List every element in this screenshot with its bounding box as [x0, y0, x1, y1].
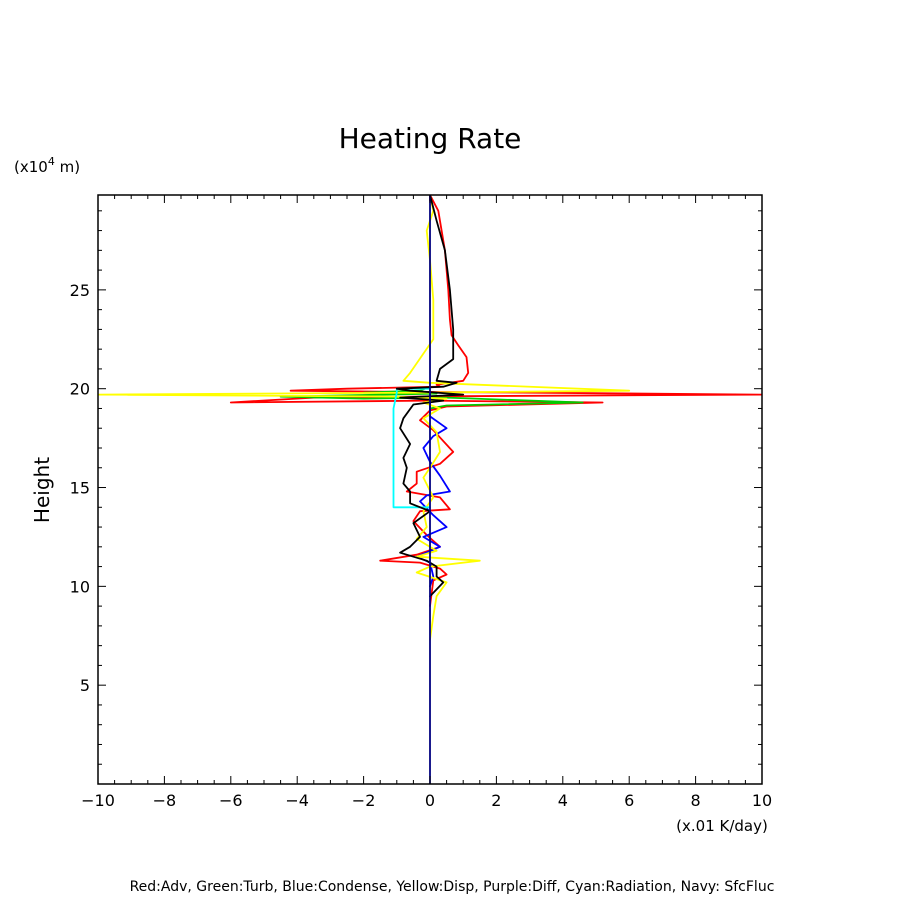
- x-tick-label: −2: [352, 791, 376, 810]
- y-tick-label: 15: [70, 479, 90, 498]
- y-axis-label: Height: [30, 457, 54, 523]
- series-adv-line: [229, 195, 762, 607]
- x-tick-label: −4: [285, 791, 309, 810]
- y-unit-exponent: 4: [48, 155, 55, 168]
- x-tick-label: 8: [691, 791, 701, 810]
- y-unit-prefix: (x10: [14, 158, 48, 176]
- x-tick-label: 4: [558, 791, 568, 810]
- x-tick-label: 2: [491, 791, 501, 810]
- legend-caption: Red:Adv, Green:Turb, Blue:Condense, Yell…: [130, 879, 775, 895]
- y-unit-suffix: m): [55, 158, 80, 176]
- series-black-line: [395, 195, 465, 598]
- plot-area: −10 −8 −6 −4 −2 0 2 4 6 8 10 5 10 15 20 25: [70, 194, 772, 810]
- plot-frame: [97, 194, 763, 785]
- x-unit-label: (x.01 K/day): [676, 817, 768, 835]
- y-tick-label: 20: [70, 380, 90, 399]
- x-tick-label: −8: [153, 791, 177, 810]
- x-tick-label: −10: [81, 791, 115, 810]
- x-tick-label: −6: [219, 791, 243, 810]
- series-turb-line: [279, 385, 584, 410]
- chart-title: Heating Rate: [339, 122, 522, 155]
- y-tick-label: 5: [80, 676, 90, 695]
- series-disp-line: [98, 195, 631, 641]
- y-tick-label: 10: [70, 577, 90, 596]
- x-tick-label: 10: [752, 791, 772, 810]
- x-tick-label: 6: [624, 791, 634, 810]
- y-tick-label: 25: [70, 281, 90, 300]
- y-unit-label: (x104 m): [14, 155, 80, 176]
- series-layer: [98, 195, 762, 784]
- x-tick-label: 0: [425, 791, 435, 810]
